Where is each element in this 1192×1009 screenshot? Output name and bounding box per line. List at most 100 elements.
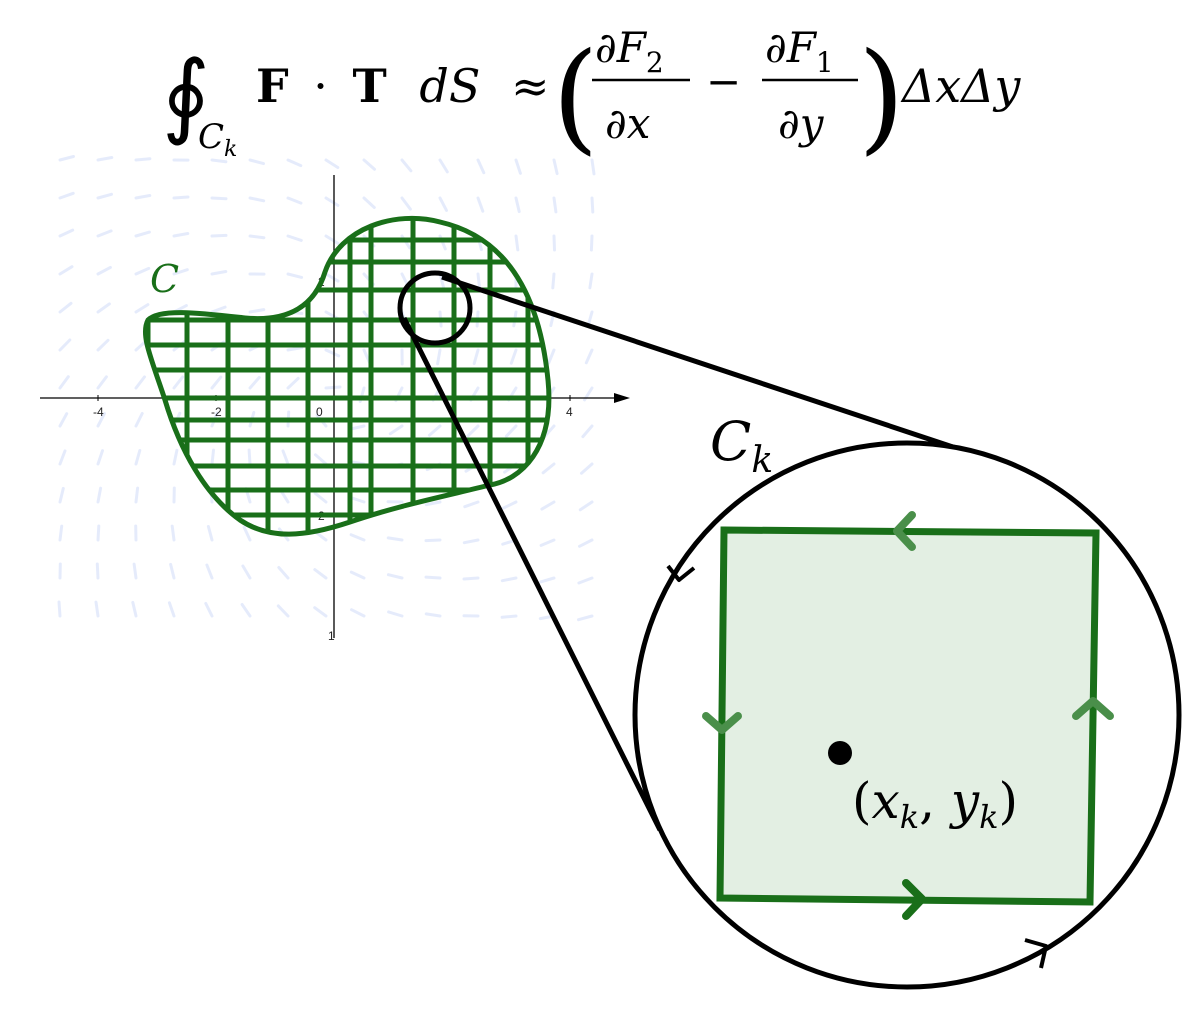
vector-field-arrow [466,424,480,438]
vector-field-arrow [424,575,442,580]
vector-field-arrow [348,424,366,431]
vector-field-arrow [58,228,75,238]
vector-field-arrow [96,302,111,314]
x-tick-label: -4 [93,405,104,419]
vector-field-arrow [172,268,189,276]
vector-field-arrow [95,562,100,580]
vector-field-arrow [286,196,303,205]
vector-field-arrow [57,600,62,618]
vector-field-arrow [509,348,518,365]
vector-field-arrow [247,448,252,466]
vector-field-arrow [324,272,340,283]
vector-field-arrow [132,562,138,580]
vector-field-arrow [210,196,228,201]
vector-field-arrow [281,449,290,466]
axes: -4 -2 0 4 2 2 1 [40,175,630,643]
y-tick-label: 1 [328,629,335,643]
vector-field-arrow [277,566,290,580]
vector-field-arrow [58,191,75,200]
vector-field-arrow [324,196,340,207]
vector-field-arrow [539,576,556,584]
vector-field-arrow [504,424,518,438]
vector-field-arrow [169,562,176,580]
vector-field-arrow [248,158,265,166]
zoom-contour-label: Ck [710,410,773,481]
vector-field-arrow [541,462,556,475]
small-magnifier-circle [397,270,473,346]
vector-field-arrow [349,570,366,580]
vector-field-arrow [242,525,252,542]
vector-field-arrow [134,303,150,314]
vector-field-arrow [424,538,442,543]
region-boundary [142,215,552,537]
vector-field-arrow [286,234,303,242]
vector-field-arrow [240,603,252,618]
vector-field-arrow [96,192,113,200]
fraction-1-denominator: ∂x [605,99,651,148]
vector-field-arrow [248,376,261,390]
vector-field-arrow [501,500,518,510]
zoom-circle-arrow-left [666,564,696,582]
vector-field-arrow [400,158,413,173]
magnifier [397,270,969,832]
vector-field-arrow [578,500,594,512]
vector-field [57,155,596,622]
vector-field-arrow [552,234,556,252]
vector-field-arrow [134,230,151,238]
vector-field-arrow [424,500,442,507]
contour-integral-sign: ∮ [162,41,210,148]
vector-field-arrow [94,600,100,618]
vector-field-arrow [134,449,142,466]
vector-field-arrow [386,573,404,580]
vector-field-arrow [324,348,341,358]
bottom-edge-arrow [902,879,926,920]
vector-field-arrow [349,496,366,504]
vector-field-arrow [248,308,266,314]
vector-field-arrow [462,576,480,581]
vector-field-arrow [276,604,290,618]
vector-field-arrow [424,612,442,618]
vector-field-arrow [588,272,594,290]
vector-field-arrow [580,462,594,475]
vector-field-arrow [438,158,449,174]
vector-field-arrow [210,375,223,390]
vector-field-arrow [210,270,228,276]
right-edge-arrow [1072,697,1114,720]
x-tick-label: 0 [316,405,323,419]
vector-field-arrow [438,272,446,289]
vector-field-arrow [58,524,64,542]
vector-field-arrow [500,614,518,619]
vector-field-arrow [514,196,521,214]
vector-field-arrow [500,576,518,583]
x-tick-label: -2 [211,405,222,419]
vector-field-arrow [58,155,75,162]
vector-field-arrow [134,486,140,504]
vector-field-arrow [170,524,176,542]
vector-field-arrow [96,338,110,352]
vector-field-arrow [206,525,214,542]
vector-field-arrow [476,272,481,290]
vector-field-arrow [552,196,558,214]
vector-field-arrow [581,424,594,439]
fraction-1-numerator: ∂F2 [595,23,664,79]
vector-field-arrow [577,614,594,622]
region-grid [145,218,549,535]
vector-field-arrow [286,376,300,390]
vector-field-arrow [172,232,190,238]
vector-field-arrow [551,272,556,290]
integral-subscript: Ck [198,117,237,162]
vector-field-arrow [210,448,215,466]
sample-point-label: (xk, yk) [852,772,1018,836]
minus-sign: − [706,57,741,106]
vector-field-arrow [387,610,404,618]
vector-field-arrow [96,449,104,466]
vector-field-arrow [96,229,113,238]
vector-field-arrow [248,196,266,203]
vector-field-arrow [58,338,72,352]
vector-field-arrow [313,568,328,580]
top-edge-arrow [893,511,916,551]
vector-field-arrow [131,600,138,618]
vector-field-arrow [58,301,73,314]
fraction-2-denominator: ∂y [778,99,825,148]
